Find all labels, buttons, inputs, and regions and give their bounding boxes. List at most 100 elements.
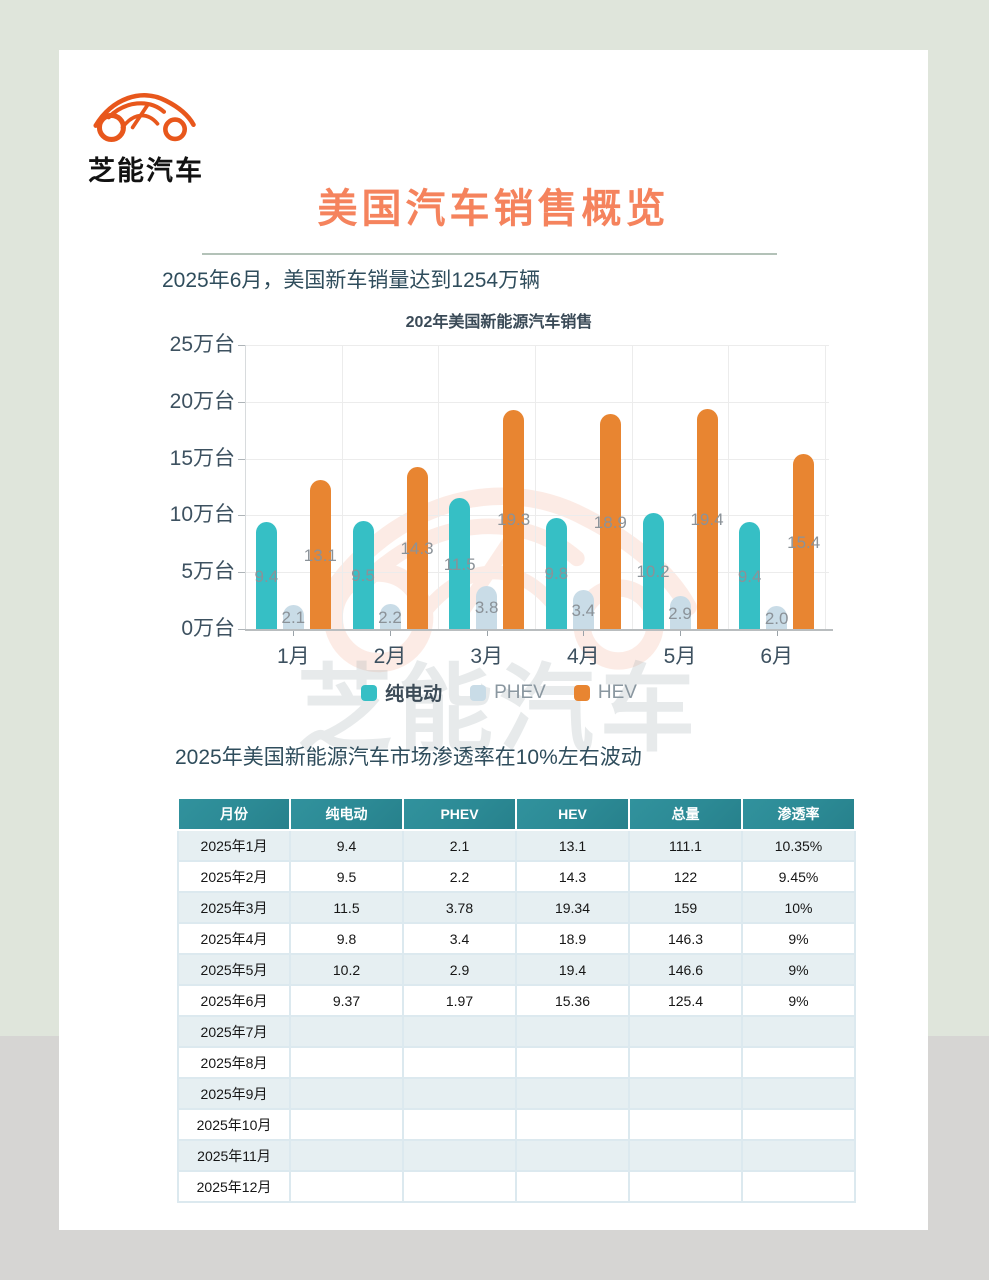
table-header-cell: 纯电动 <box>289 797 404 831</box>
table-cell: 2025年3月 <box>177 891 291 924</box>
bar-HEV <box>599 414 621 629</box>
y-axis-label: 15万台 <box>169 446 235 470</box>
legend-item-HEV: HEV <box>573 679 637 706</box>
table-cell <box>515 1170 630 1203</box>
x-axis-label: 6月 <box>760 645 793 668</box>
table-cell <box>402 1046 517 1079</box>
table-cell: 9.5 <box>289 860 404 893</box>
table-cell: 9.4 <box>289 829 404 862</box>
table-cell: 10.35% <box>741 829 856 862</box>
table-row: 2025年9月 <box>177 1077 856 1110</box>
bar-HEV <box>696 408 718 629</box>
bar-HEV <box>309 480 331 629</box>
legend-label: HEV <box>597 681 637 703</box>
table-cell <box>741 1170 856 1203</box>
y-axis-tick <box>238 401 245 403</box>
table-cell <box>628 1139 743 1172</box>
table-cell <box>289 1015 404 1048</box>
vertical-gridline <box>631 345 633 629</box>
table-cell <box>515 1077 630 1110</box>
table-cell: 159 <box>628 891 743 924</box>
x-axis-label: 1月 <box>276 645 310 668</box>
brand-car-logo-icon <box>93 93 196 142</box>
table-cell <box>515 1046 630 1079</box>
table-cell: 9% <box>741 922 856 955</box>
bar-value-label: 3.8 <box>474 598 499 618</box>
vertical-gridline <box>438 345 440 629</box>
page-title: 美国汽车销售概览 <box>317 187 670 231</box>
legend-swatch-icon <box>361 684 378 701</box>
table-cell <box>402 1139 517 1172</box>
table-cell: 2.2 <box>402 860 517 893</box>
title-divider <box>202 253 777 255</box>
bar-value-label: 11.5 <box>443 554 476 574</box>
legend-item-纯电动: 纯电动 <box>361 679 442 706</box>
y-axis-label: 10万台 <box>169 503 235 527</box>
bar-纯电动 <box>352 521 374 629</box>
infographic-page: 芝能汽车 美国汽车销售概览 2025年6月，美国新车销量达到1254万辆 202… <box>59 50 928 1230</box>
vertical-gridline <box>728 345 730 629</box>
bar-chart-plot-area: 0万台 5万台 10万台 15万台 20万台 25万台 1月 2月 3月 4月 5月 6月 9.4 9.5… <box>170 333 833 668</box>
legend-swatch-icon <box>573 684 590 701</box>
x-axis-label: 2月 <box>373 645 407 668</box>
bar-value-label: 9.4 <box>254 566 279 586</box>
table-cell: 2025年4月 <box>177 922 291 955</box>
legend-label: 纯电动 <box>385 684 443 705</box>
x-axis-label: 5月 <box>663 645 697 668</box>
horizontal-gridline <box>245 572 829 574</box>
table-cell <box>628 1077 743 1110</box>
table-cell: 2025年9月 <box>177 1077 291 1110</box>
table-cell: 11.5 <box>289 891 404 924</box>
bar-value-label: 19.4 <box>690 509 724 529</box>
table-cell: 2025年7月 <box>177 1015 291 1048</box>
table-row: 2025年3月 11.5 3.78 19.34 159 10% <box>177 891 856 924</box>
bar-value-label: 2.0 <box>764 608 789 628</box>
table-cell <box>289 1077 404 1110</box>
bar-value-label: 14.3 <box>400 538 434 558</box>
table-cell: 2025年11月 <box>177 1139 291 1172</box>
bar-纯电动 <box>255 522 277 629</box>
x-axis-tick <box>293 629 295 636</box>
table-cell <box>402 1015 517 1048</box>
bar-value-label: 2.1 <box>281 608 306 628</box>
table-cell <box>741 1077 856 1110</box>
y-axis-label: 25万台 <box>169 333 235 356</box>
x-axis-line <box>245 629 833 631</box>
y-axis-line <box>245 345 246 629</box>
table-cell: 18.9 <box>515 922 630 955</box>
table-cell: 122 <box>628 860 743 893</box>
table-cell: 2025年10月 <box>177 1108 291 1141</box>
table-row: 2025年5月 10.2 2.9 19.4 146.6 9% <box>177 953 856 986</box>
bar-value-label: 18.9 <box>593 512 627 532</box>
bar-PHEV <box>572 590 594 629</box>
horizontal-gridline <box>245 458 829 460</box>
x-axis-tick <box>776 629 778 636</box>
table-cell: 14.3 <box>515 860 630 893</box>
y-axis-label: 5万台 <box>181 560 235 584</box>
table-cell: 15.36 <box>515 984 630 1017</box>
table-cell <box>628 1170 743 1203</box>
bar-HEV <box>793 454 815 629</box>
x-axis-tick <box>390 629 391 636</box>
table-cell: 2025年6月 <box>177 984 291 1017</box>
table-cell <box>741 1139 856 1172</box>
bar-PHEV <box>476 585 498 629</box>
y-axis-tick <box>238 629 245 630</box>
y-axis-tick <box>238 458 245 460</box>
bar-HEV <box>503 409 525 629</box>
bar-value-label: 9.4 <box>737 566 762 586</box>
bar-value-label: 2.9 <box>668 603 692 623</box>
sales-headline: 2025年6月，美国新车销量达到1254万辆 <box>162 269 541 292</box>
horizontal-gridline <box>245 401 829 403</box>
y-axis-label: 0万台 <box>181 617 235 640</box>
table-header-cell: HEV <box>515 797 630 831</box>
bar-PHEV <box>669 596 691 629</box>
table-cell: 2.1 <box>402 829 517 862</box>
table-cell: 9.37 <box>289 984 404 1017</box>
table-cell: 125.4 <box>628 984 743 1017</box>
x-axis-tick <box>486 629 488 636</box>
table-cell: 3.78 <box>402 891 517 924</box>
table-cell <box>402 1108 517 1141</box>
table-cell <box>515 1015 630 1048</box>
table-cell: 2025年5月 <box>177 953 291 986</box>
